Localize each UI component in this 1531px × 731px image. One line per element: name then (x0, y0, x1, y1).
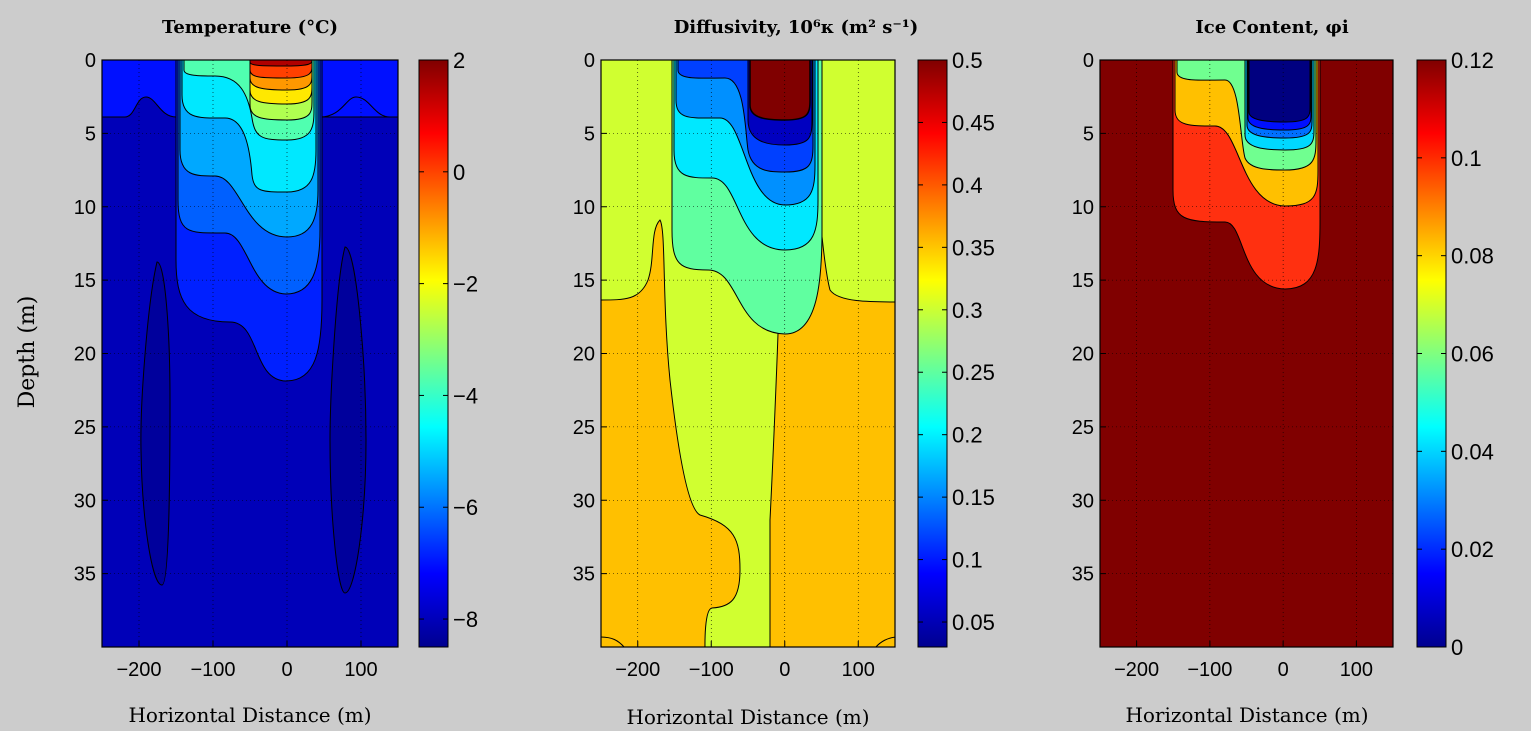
y-tick-label: 0 (85, 50, 96, 72)
colorbar-tick-label: 0.35 (952, 235, 995, 260)
diffusivity-region-bottom-right (875, 636, 895, 647)
diffusivity-core (749, 60, 811, 121)
ice-content-ticks: −200 −100 0 100 0 5 10 15 20 25 30 35 (1072, 50, 1373, 681)
ice-content-grid (1100, 60, 1393, 647)
x-tick-label: 0 (779, 659, 790, 681)
diffusivity-ticks: −200 −100 0 100 0 5 10 15 20 25 30 35 (573, 50, 875, 681)
colorbar-tick-label: −2 (453, 272, 478, 297)
temperature-title: Temperature (°C) (162, 17, 338, 38)
colorbar-tick-label: 0.15 (952, 485, 995, 510)
temperature-grid (102, 60, 398, 647)
x-tick-label: 0 (281, 659, 292, 681)
ice-content-colorbar-ticks: 0.12 0.1 0.08 0.06 0.04 0.02 0 (1417, 48, 1494, 660)
temperature-ticks: −200 −100 0 100 0 5 10 15 20 25 30 35 (74, 50, 378, 681)
depth-ylabel: Depth (m) (15, 296, 40, 409)
y-tick-label: 35 (573, 564, 595, 586)
y-tick-label: 35 (1072, 564, 1094, 586)
y-tick-label: 15 (1072, 270, 1094, 292)
y-tick-label: 25 (573, 417, 595, 439)
temperature-xlabel: Horizontal Distance (m) (128, 703, 371, 727)
colorbar-tick-label: 0 (1451, 635, 1463, 660)
colorbar-tick-label: 0.04 (1451, 439, 1494, 464)
ice-content-plot-area (1100, 60, 1393, 647)
diffusivity-colorbar-ticks: 0.5 0.45 0.4 0.35 0.3 0.25 0.2 0.15 0.1 0.05 (918, 48, 995, 635)
colorbar-tick-label: 0.06 (1451, 342, 1494, 367)
temperature-colorbar (418, 59, 449, 648)
colorbar-tick-label: −4 (453, 383, 478, 408)
ice-content-core (1248, 60, 1311, 123)
colorbar-tick-label: 0.2 (952, 423, 983, 448)
colorbar-tick-label: 0.45 (952, 110, 995, 135)
temperature-core (249, 60, 313, 67)
x-tick-label: −200 (116, 659, 161, 681)
x-tick-label: 100 (842, 659, 875, 681)
y-tick-label: 25 (74, 417, 96, 439)
x-tick-label: −200 (1114, 659, 1159, 681)
y-tick-label: 20 (1072, 344, 1094, 366)
y-tick-label: 0 (584, 50, 595, 72)
colorbar-tick-label: 0.25 (952, 360, 995, 385)
y-tick-label: 5 (1083, 123, 1094, 145)
x-tick-label: 100 (1340, 659, 1373, 681)
diffusivity-panel: Diffusivity, 10⁶κ (m² s⁻¹) −200 −100 0 1000… (573, 17, 995, 729)
y-tick-label: 20 (573, 344, 595, 366)
colorbar-tick-label: 2 (453, 48, 465, 73)
y-tick-label: 15 (573, 270, 595, 292)
y-tick-label: 25 (1072, 417, 1094, 439)
temperature-lens-left (140, 261, 171, 586)
y-tick-label: 10 (573, 197, 595, 219)
y-tick-label: 0 (1083, 50, 1094, 72)
diffusivity-plot-area (601, 60, 895, 647)
temperature-plot-area (102, 60, 398, 647)
diffusivity-xlabel: Horizontal Distance (m) (626, 705, 869, 729)
ice-content-xlabel: Horizontal Distance (m) (1125, 703, 1368, 727)
x-tick-label: −200 (615, 659, 660, 681)
ice-content-title: Ice Content, φi (1195, 17, 1349, 38)
colorbar-tick-label: 0.1 (1451, 146, 1482, 171)
y-tick-label: 5 (85, 123, 96, 145)
y-tick-label: 10 (74, 197, 96, 219)
diffusivity-region-bottom-left (601, 636, 625, 647)
colorbar-tick-label: 0.4 (952, 173, 983, 198)
colorbar-tick-label: 0.1 (952, 548, 983, 573)
diffusivity-title: Diffusivity, 10⁶κ (m² s⁻¹) (674, 17, 919, 38)
colorbar-tick-label: 0.05 (952, 610, 995, 635)
x-tick-label: −100 (1187, 659, 1232, 681)
y-tick-label: 35 (74, 564, 96, 586)
diffusivity-grid (601, 60, 895, 647)
colorbar-tick-label: 0.5 (952, 48, 983, 73)
colorbar-tick-label: 0.12 (1451, 48, 1494, 73)
x-tick-label: 0 (1278, 659, 1289, 681)
y-tick-label: 15 (74, 270, 96, 292)
colorbar-tick-label: 0.08 (1451, 244, 1494, 269)
y-tick-label: 30 (1072, 490, 1094, 512)
y-tick-label: 20 (74, 344, 96, 366)
colorbar-tick-label: −8 (453, 607, 478, 632)
x-tick-label: −100 (190, 659, 235, 681)
colorbar-tick-label: 0.3 (952, 298, 983, 323)
colorbar-tick-label: −6 (453, 495, 478, 520)
diffusivity-colorbar (917, 59, 948, 648)
ice-content-panel: Ice Content, φi −200 −100 0 100 0 5 10 15 20 25 30… (1072, 17, 1494, 727)
temperature-panel: Temperature (°C) −200 −100 0 10005101520253… (15, 17, 478, 727)
colorbar-tick-label: 0 (453, 160, 465, 185)
temperature-colorbar-ticks: 2 0 −2 −4 −6 −8 (419, 48, 478, 632)
y-tick-label: 5 (584, 123, 595, 145)
colorbar-tick-label: 0.02 (1451, 537, 1494, 562)
y-tick-label: 30 (74, 490, 96, 512)
y-tick-label: 30 (573, 490, 595, 512)
x-tick-label: 100 (344, 659, 377, 681)
x-tick-label: −100 (689, 659, 734, 681)
temperature-lens-right (329, 246, 367, 594)
y-tick-label: 10 (1072, 197, 1094, 219)
